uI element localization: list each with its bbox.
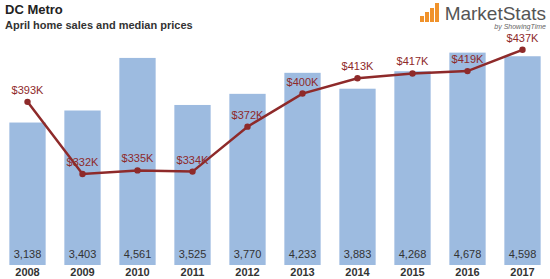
logo: MarketStatsby ShowingTime [420,3,546,31]
x-tick-label: 2016 [455,266,479,278]
line-label: $437K [507,32,539,44]
bar [504,56,540,265]
marker [299,90,305,96]
line-label: $413K [342,60,374,72]
x-tick: 2017 [510,266,534,278]
bar [9,123,45,265]
bar [174,105,210,265]
bar [119,58,155,265]
line-label: $372K [232,109,264,121]
chart: DC Metro April home sales and median pric… [0,0,550,279]
marker [189,168,195,174]
logo-icon-bar [425,12,429,22]
bar [229,94,265,265]
logo-text: MarketStats [445,3,546,24]
bar-label: 3,138 [14,248,42,260]
logo-icon-bar [435,3,439,22]
title: DC Metro [5,2,63,17]
marker [519,47,525,53]
x-tick: 2012 [235,266,259,278]
bar-label: 4,233 [289,248,317,260]
marker [134,167,140,173]
bar-series [9,53,540,265]
bar-label: 3,525 [179,248,207,260]
line-series [24,47,525,178]
line-label: $417K [397,55,429,67]
line-label: $393K [12,84,44,96]
x-tick-label: 2010 [125,266,149,278]
x-tick: 2015 [400,266,424,278]
line-label: $334K [177,154,209,166]
logo-subtext: by ShowingTime [494,23,546,31]
line-label: $332K [67,156,99,168]
x-tick: 2008 [15,266,39,278]
x-tick-label: 2014 [345,266,370,278]
line [28,50,523,174]
bar [449,53,485,265]
x-tick: 2010 [125,266,149,278]
x-tick: 2009 [70,266,94,278]
line-label: $335K [122,152,154,164]
x-tick-label: 2013 [290,266,314,278]
x-axis: 2008 2009 2010 2011 2012 2013 2014 2015 2016 2017 [15,266,534,278]
line-label: $400K [287,76,319,88]
x-tick: 2014 [345,266,370,278]
bar-label: 4,678 [454,248,482,260]
marker [464,68,470,74]
x-tick-label: 2015 [400,266,424,278]
bar-label: 3,770 [234,248,262,260]
logo-icon-bar [430,8,434,22]
bar-label: 4,268 [399,248,427,260]
x-tick-label: 2009 [70,266,94,278]
bar-label: 4,598 [509,248,537,260]
x-tick: 2013 [290,266,314,278]
bar-label: 4,561 [124,248,152,260]
x-tick: 2011 [181,266,205,278]
bar-label: 3,403 [69,248,97,260]
marker [409,70,415,76]
bar-label: 3,883 [344,248,372,260]
x-tick-label: 2012 [235,266,259,278]
x-tick-label: 2017 [510,266,534,278]
bar [339,89,375,265]
x-tick-label: 2008 [15,266,39,278]
data-labels: 3,138 3,403 4,561 3,525 3,770 4,233 3,883 4,268… [12,32,539,260]
logo-icon [420,3,439,22]
marker [79,171,85,177]
plot-area [9,47,540,265]
bar [394,71,430,265]
marker [244,123,250,129]
marker [24,99,30,105]
logo-icon-bar [420,16,424,22]
marker [354,75,360,81]
bar [64,111,100,265]
subtitle: April home sales and median prices [5,19,193,31]
x-tick-label: 2011 [181,266,205,278]
x-tick: 2016 [455,266,479,278]
line-label: $419K [452,53,484,65]
